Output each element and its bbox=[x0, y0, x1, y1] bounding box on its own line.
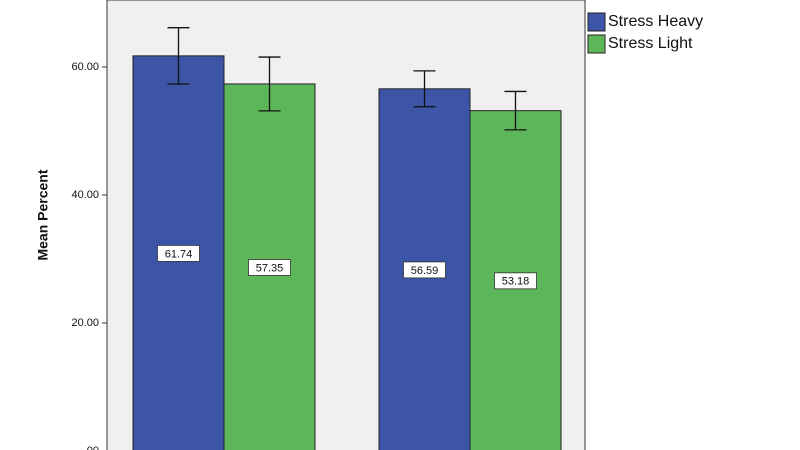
legend-label: Stress Heavy bbox=[608, 13, 703, 30]
error-bar bbox=[504, 90, 527, 131]
legend-swatch bbox=[587, 12, 606, 32]
y-tick-label: 20.00 bbox=[71, 317, 99, 329]
error-bar bbox=[167, 27, 190, 85]
y-axis-title: Mean Percent bbox=[35, 169, 51, 260]
y-tick-label: 60.00 bbox=[71, 61, 99, 73]
value-label-box bbox=[494, 272, 537, 290]
y-tick-label: 40.00 bbox=[71, 189, 99, 201]
value-label-box bbox=[248, 259, 291, 276]
value-label-box bbox=[157, 245, 200, 262]
value-label-box bbox=[403, 261, 446, 279]
legend-label: Stress Light bbox=[608, 35, 693, 52]
value-label: 56.59 bbox=[411, 265, 439, 277]
error-bar bbox=[258, 56, 281, 112]
error-bar bbox=[413, 70, 436, 108]
value-label: 57.35 bbox=[256, 262, 284, 274]
legend-swatch bbox=[587, 34, 606, 54]
value-label: 61.74 bbox=[165, 248, 193, 260]
value-label: 53.18 bbox=[502, 276, 530, 288]
y-tick-label: .00 bbox=[84, 445, 99, 450]
